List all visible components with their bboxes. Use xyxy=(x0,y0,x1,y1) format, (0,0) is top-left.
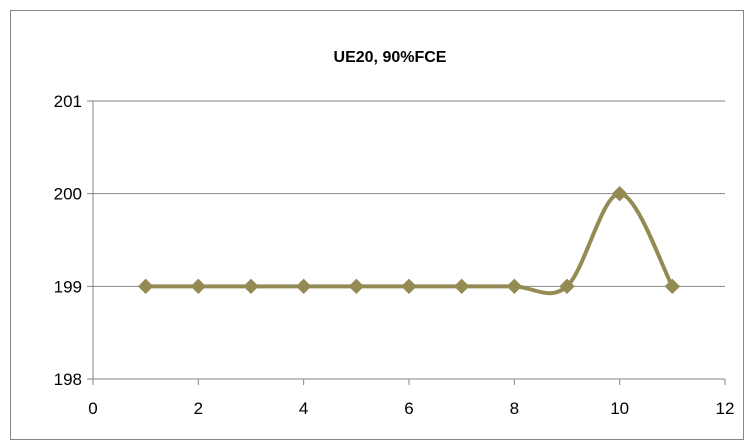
y-tick-label: 199 xyxy=(54,277,82,296)
axes xyxy=(87,100,726,385)
data-point-marker xyxy=(137,278,154,295)
y-tick-label: 200 xyxy=(54,185,82,204)
x-tick-label: 6 xyxy=(404,399,413,418)
chart-title: UE20, 90%FCE xyxy=(334,49,447,66)
x-axis-ticks: 0 2 4 6 8 10 12 xyxy=(88,399,734,418)
data-point-marker xyxy=(243,278,259,295)
data-point-marker xyxy=(190,278,207,295)
y-tick-label: 201 xyxy=(54,92,82,111)
x-tick-label: 2 xyxy=(194,399,203,418)
x-tick-label: 10 xyxy=(610,399,629,418)
chart-frame xyxy=(10,10,744,440)
data-point-marker xyxy=(506,278,523,295)
data-point-marker xyxy=(559,278,575,295)
x-tick-label: 4 xyxy=(299,399,308,418)
data-point-marker xyxy=(401,278,417,295)
series-layer xyxy=(137,185,681,296)
y-axis-ticks: 198 199 200 201 xyxy=(54,92,82,389)
series-line-0 xyxy=(145,191,675,296)
y-tick-label: 198 xyxy=(54,370,82,389)
data-point-marker xyxy=(453,278,470,295)
data-point-marker xyxy=(611,185,628,202)
data-point-marker xyxy=(295,278,312,295)
x-tick-label: 12 xyxy=(716,399,735,418)
x-tick-label: 8 xyxy=(510,399,519,418)
data-point-marker xyxy=(348,278,365,295)
gridlines xyxy=(93,100,725,287)
data-point-marker xyxy=(664,278,681,295)
x-tick-label: 0 xyxy=(88,399,97,418)
